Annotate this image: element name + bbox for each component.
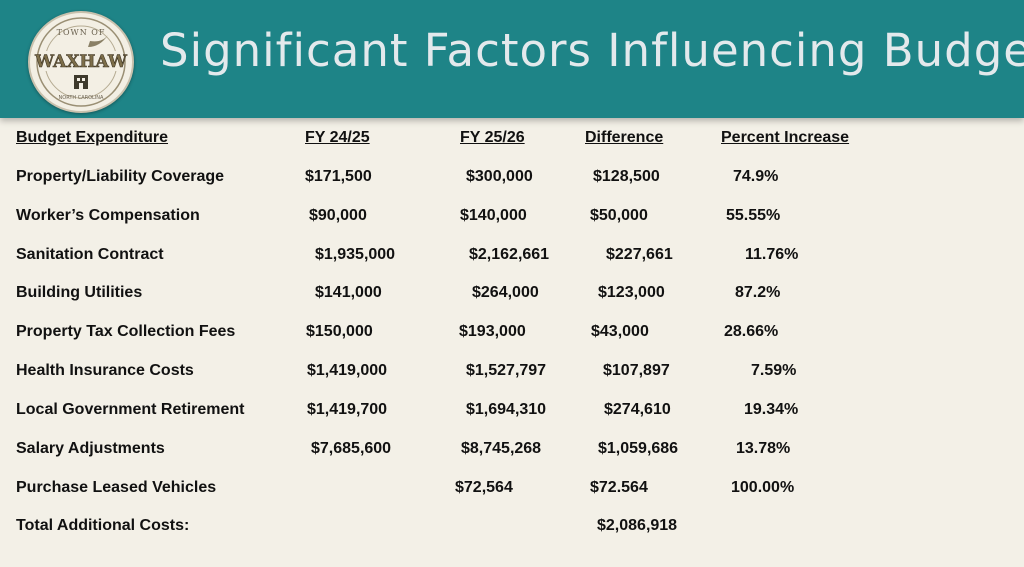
row-fy-24-25: $1,935,000 — [315, 246, 396, 263]
row-difference: $1,059,686 — [598, 440, 679, 457]
row-fy-25-26: $300,000 — [466, 168, 533, 185]
row-difference: $107,897 — [603, 362, 670, 379]
row-difference: $128,500 — [593, 168, 660, 185]
row-label: Property/Liability Coverage — [16, 168, 225, 185]
row-difference: $227,661 — [606, 246, 673, 263]
row-label: Building Utilities — [16, 284, 143, 301]
row-label: Local Government Retirement — [16, 401, 245, 418]
page-title: Significant Factors Influencing Budget — [160, 24, 1024, 77]
row-percent: 100.00% — [731, 479, 795, 496]
row-fy-25-26: $1,694,310 — [466, 401, 547, 418]
row-percent: 87.2% — [735, 284, 781, 301]
row-fy-25-26: $8,745,268 — [461, 440, 542, 457]
total-difference: $2,086,918 — [597, 517, 678, 534]
row-fy-25-26: $1,527,797 — [466, 362, 547, 379]
header-fy-25-26: FY 25/26 — [460, 129, 525, 146]
row-fy-25-26: $193,000 — [459, 323, 526, 340]
row-percent: 11.76% — [745, 246, 799, 263]
town-seal-logo: TOWN OF WAXHAW NORTH CAROLINA — [28, 11, 134, 113]
row-label: Property Tax Collection Fees — [16, 323, 236, 340]
row-fy-25-26: $72,564 — [455, 479, 513, 496]
row-fy-24-25: $7,685,600 — [311, 440, 392, 457]
header-percent-increase: Percent Increase — [721, 129, 850, 146]
row-fy-25-26: $2,162,661 — [469, 246, 550, 263]
row-percent: 28.66% — [724, 323, 779, 340]
header-fy-24-25: FY 24/25 — [305, 129, 370, 146]
row-difference: $50,000 — [590, 207, 648, 224]
row-percent: 19.34% — [744, 401, 799, 418]
row-difference: $123,000 — [598, 284, 665, 301]
row-fy-25-26: $264,000 — [472, 284, 539, 301]
row-label: Salary Adjustments — [16, 440, 165, 457]
svg-text:NORTH CAROLINA: NORTH CAROLINA — [59, 95, 105, 101]
row-label: Worker’s Compensation — [16, 207, 200, 224]
row-difference: $72.564 — [590, 479, 648, 496]
row-label: Sanitation Contract — [16, 246, 164, 263]
svg-text:TOWN OF: TOWN OF — [57, 28, 106, 37]
row-label: Purchase Leased Vehicles — [16, 479, 217, 496]
header-banner: TOWN OF WAXHAW NORTH CAROLINA Significan… — [0, 0, 1024, 118]
row-fy-24-25: $141,000 — [315, 284, 382, 301]
row-fy-24-25: $1,419,000 — [307, 362, 388, 379]
row-percent: 7.59% — [751, 362, 797, 379]
row-percent: 74.9% — [733, 168, 779, 185]
row-difference: $274,610 — [604, 401, 671, 418]
row-fy-24-25: $1,419,700 — [307, 401, 388, 418]
row-difference: $43,000 — [591, 323, 649, 340]
row-fy-24-25: $171,500 — [305, 168, 372, 185]
row-percent: 13.78% — [736, 440, 791, 457]
row-fy-24-25: $90,000 — [309, 207, 367, 224]
row-fy-24-25: $150,000 — [306, 323, 373, 340]
header-difference: Difference — [585, 129, 664, 146]
row-fy-25-26: $140,000 — [460, 207, 527, 224]
row-label: Health Insurance Costs — [16, 362, 194, 379]
row-percent: 55.55% — [726, 207, 781, 224]
svg-text:WAXHAW: WAXHAW — [34, 52, 128, 72]
total-label: Total Additional Costs: — [16, 517, 190, 534]
header-budget-expenditure: Budget Expenditure — [16, 129, 169, 146]
